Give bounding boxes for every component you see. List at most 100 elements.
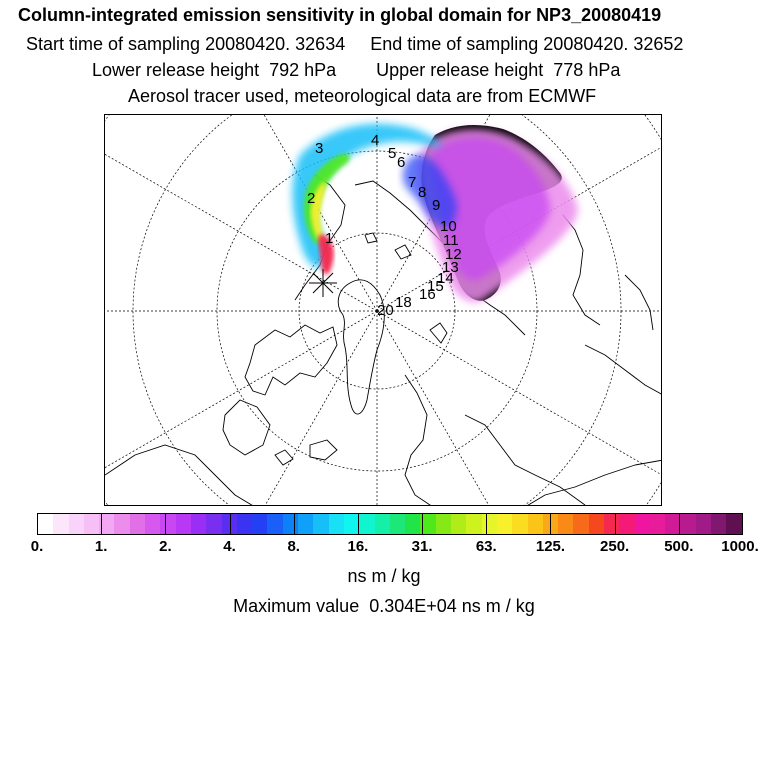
island-coast [364, 232, 378, 244]
colorbar-swatch [603, 514, 620, 534]
map-title: Column-integrated emission sensitivity i… [18, 5, 662, 25]
marker-20: 20 [377, 302, 394, 319]
trajectory-markers: 1 2 3 4 5 6 7 8 9 10 11 12 13 14 15 16 1… [307, 132, 462, 319]
colorbar-swatch [175, 514, 191, 534]
marker-9: 9 [432, 197, 440, 214]
colorbar-tick-label: 2. [159, 538, 172, 555]
marker-2: 2 [307, 190, 315, 207]
colorbar-tick-label: 4. [223, 538, 236, 555]
colorbar-swatch [99, 514, 115, 534]
colorbar-swatch [221, 514, 237, 534]
colorbar-swatch [343, 514, 360, 534]
colorbar-tick-label: 250. [600, 538, 630, 555]
marker-14: 14 [437, 270, 454, 287]
colorbar-swatch [711, 514, 727, 534]
colorbar-tick-label: 63. [475, 538, 497, 555]
north-america-coast [105, 444, 253, 505]
colorbar-major-tick [293, 514, 295, 534]
sensitivity-plume [292, 123, 578, 303]
release-marker [309, 269, 337, 297]
marker-3: 3 [315, 140, 323, 157]
colorbar-swatch [726, 514, 742, 534]
colorbar [37, 513, 743, 535]
marker-10: 10 [440, 218, 457, 235]
colorbar-tick-label: 0. [30, 538, 44, 555]
marker-1: 1 [325, 230, 333, 247]
colorbar-swatch [328, 514, 344, 534]
marker-5: 5 [388, 145, 396, 162]
greenland-coast [337, 279, 385, 415]
marker-7: 7 [408, 174, 416, 191]
scandinavia-coast [404, 374, 431, 505]
colorbar-tick-label: 1000. [721, 538, 759, 555]
coastlines [105, 174, 661, 505]
colorbar-swatch [619, 514, 635, 534]
colorbar-major-tick [101, 514, 103, 534]
colorbar-tick-label: 16. [347, 538, 369, 555]
tracer-source-line: Aerosol tracer used, meteorological data… [128, 86, 597, 106]
colorbar-swatch [282, 514, 299, 534]
marker-15: 15 [427, 278, 444, 295]
colorbar-swatch [359, 514, 375, 534]
colorbar-major-tick [550, 514, 552, 534]
colorbar-swatch [389, 514, 406, 534]
colorbar-major-tick [165, 514, 167, 534]
russia-east-coast [562, 214, 601, 326]
marker-8: 8 [418, 184, 426, 201]
colorbar-tick-labels: 0. 1. 2. 4. 8. 16. 31. 63. 125. 250. 500. 1000. [0, 538, 768, 558]
sampling-time-line: Start time of sampling 20080420. 32634 E… [26, 34, 684, 54]
colorbar-swatch [206, 514, 222, 534]
plume-core-blue [402, 154, 457, 229]
colorbar-tick-label: 1. [94, 538, 108, 555]
colorbar-swatch [145, 514, 161, 534]
release-height-line: Lower release height 792 hPa Upper relea… [92, 60, 621, 80]
colorbar-swatch [252, 514, 268, 534]
colorbar-swatch [496, 514, 513, 534]
alaska-coast [294, 174, 346, 301]
colorbar-major-tick [678, 514, 680, 534]
colorbar-major-tick [614, 514, 616, 534]
mediterranean-coast [527, 459, 661, 505]
island-coast [274, 449, 294, 466]
colorbar-swatch [53, 514, 69, 534]
colorbar-swatch [313, 514, 329, 534]
colorbar-units: ns m / kg [347, 566, 421, 586]
graticule-meridians [105, 115, 661, 505]
colorbar-major-tick [486, 514, 488, 534]
plume-band-yellow [310, 181, 326, 242]
colorbar-swatch [129, 514, 146, 534]
colorbar-swatch [38, 514, 54, 534]
colorbar-swatch [649, 514, 666, 534]
marker-12: 12 [445, 246, 462, 263]
colorbar-swatch [542, 514, 559, 534]
europe-coast [464, 414, 586, 505]
japan-coast [624, 274, 654, 331]
meridian-line [376, 310, 490, 505]
colorbar-swatch [481, 514, 497, 534]
marker-18: 18 [395, 294, 412, 311]
polar-map: 1 2 3 4 5 6 7 8 9 10 11 12 13 14 15 16 1… [105, 115, 661, 505]
colorbar-swatch [680, 514, 696, 534]
colorbar-tick-label: 8. [287, 538, 300, 555]
colorbar-major-tick [357, 514, 359, 534]
colorbar-swatch [374, 514, 390, 534]
asia-coast [584, 344, 661, 395]
colorbar-swatch [527, 514, 543, 534]
colorbar-tick-label: 500. [664, 538, 694, 555]
colorbar-swatch [466, 514, 482, 534]
colorbar-major-tick [422, 514, 424, 534]
colorbar-swatch [190, 514, 207, 534]
colorbar-tick-label: 31. [411, 538, 433, 555]
colorbar-swatch [573, 514, 589, 534]
colorbar-swatch [420, 514, 436, 534]
marker-16: 16 [419, 286, 436, 303]
colorbar-swatch [558, 514, 574, 534]
colorbar-swatch [695, 514, 712, 534]
marker-13: 13 [442, 259, 459, 276]
colorbar-swatch [160, 514, 176, 534]
map-panel[interactable]: 1 2 3 4 5 6 7 8 9 10 11 12 13 14 15 16 1… [104, 114, 662, 506]
marker-4: 4 [371, 132, 379, 149]
colorbar-swatch [236, 514, 253, 534]
colorbar-swatch [68, 514, 84, 534]
hudson-coast [222, 399, 271, 456]
